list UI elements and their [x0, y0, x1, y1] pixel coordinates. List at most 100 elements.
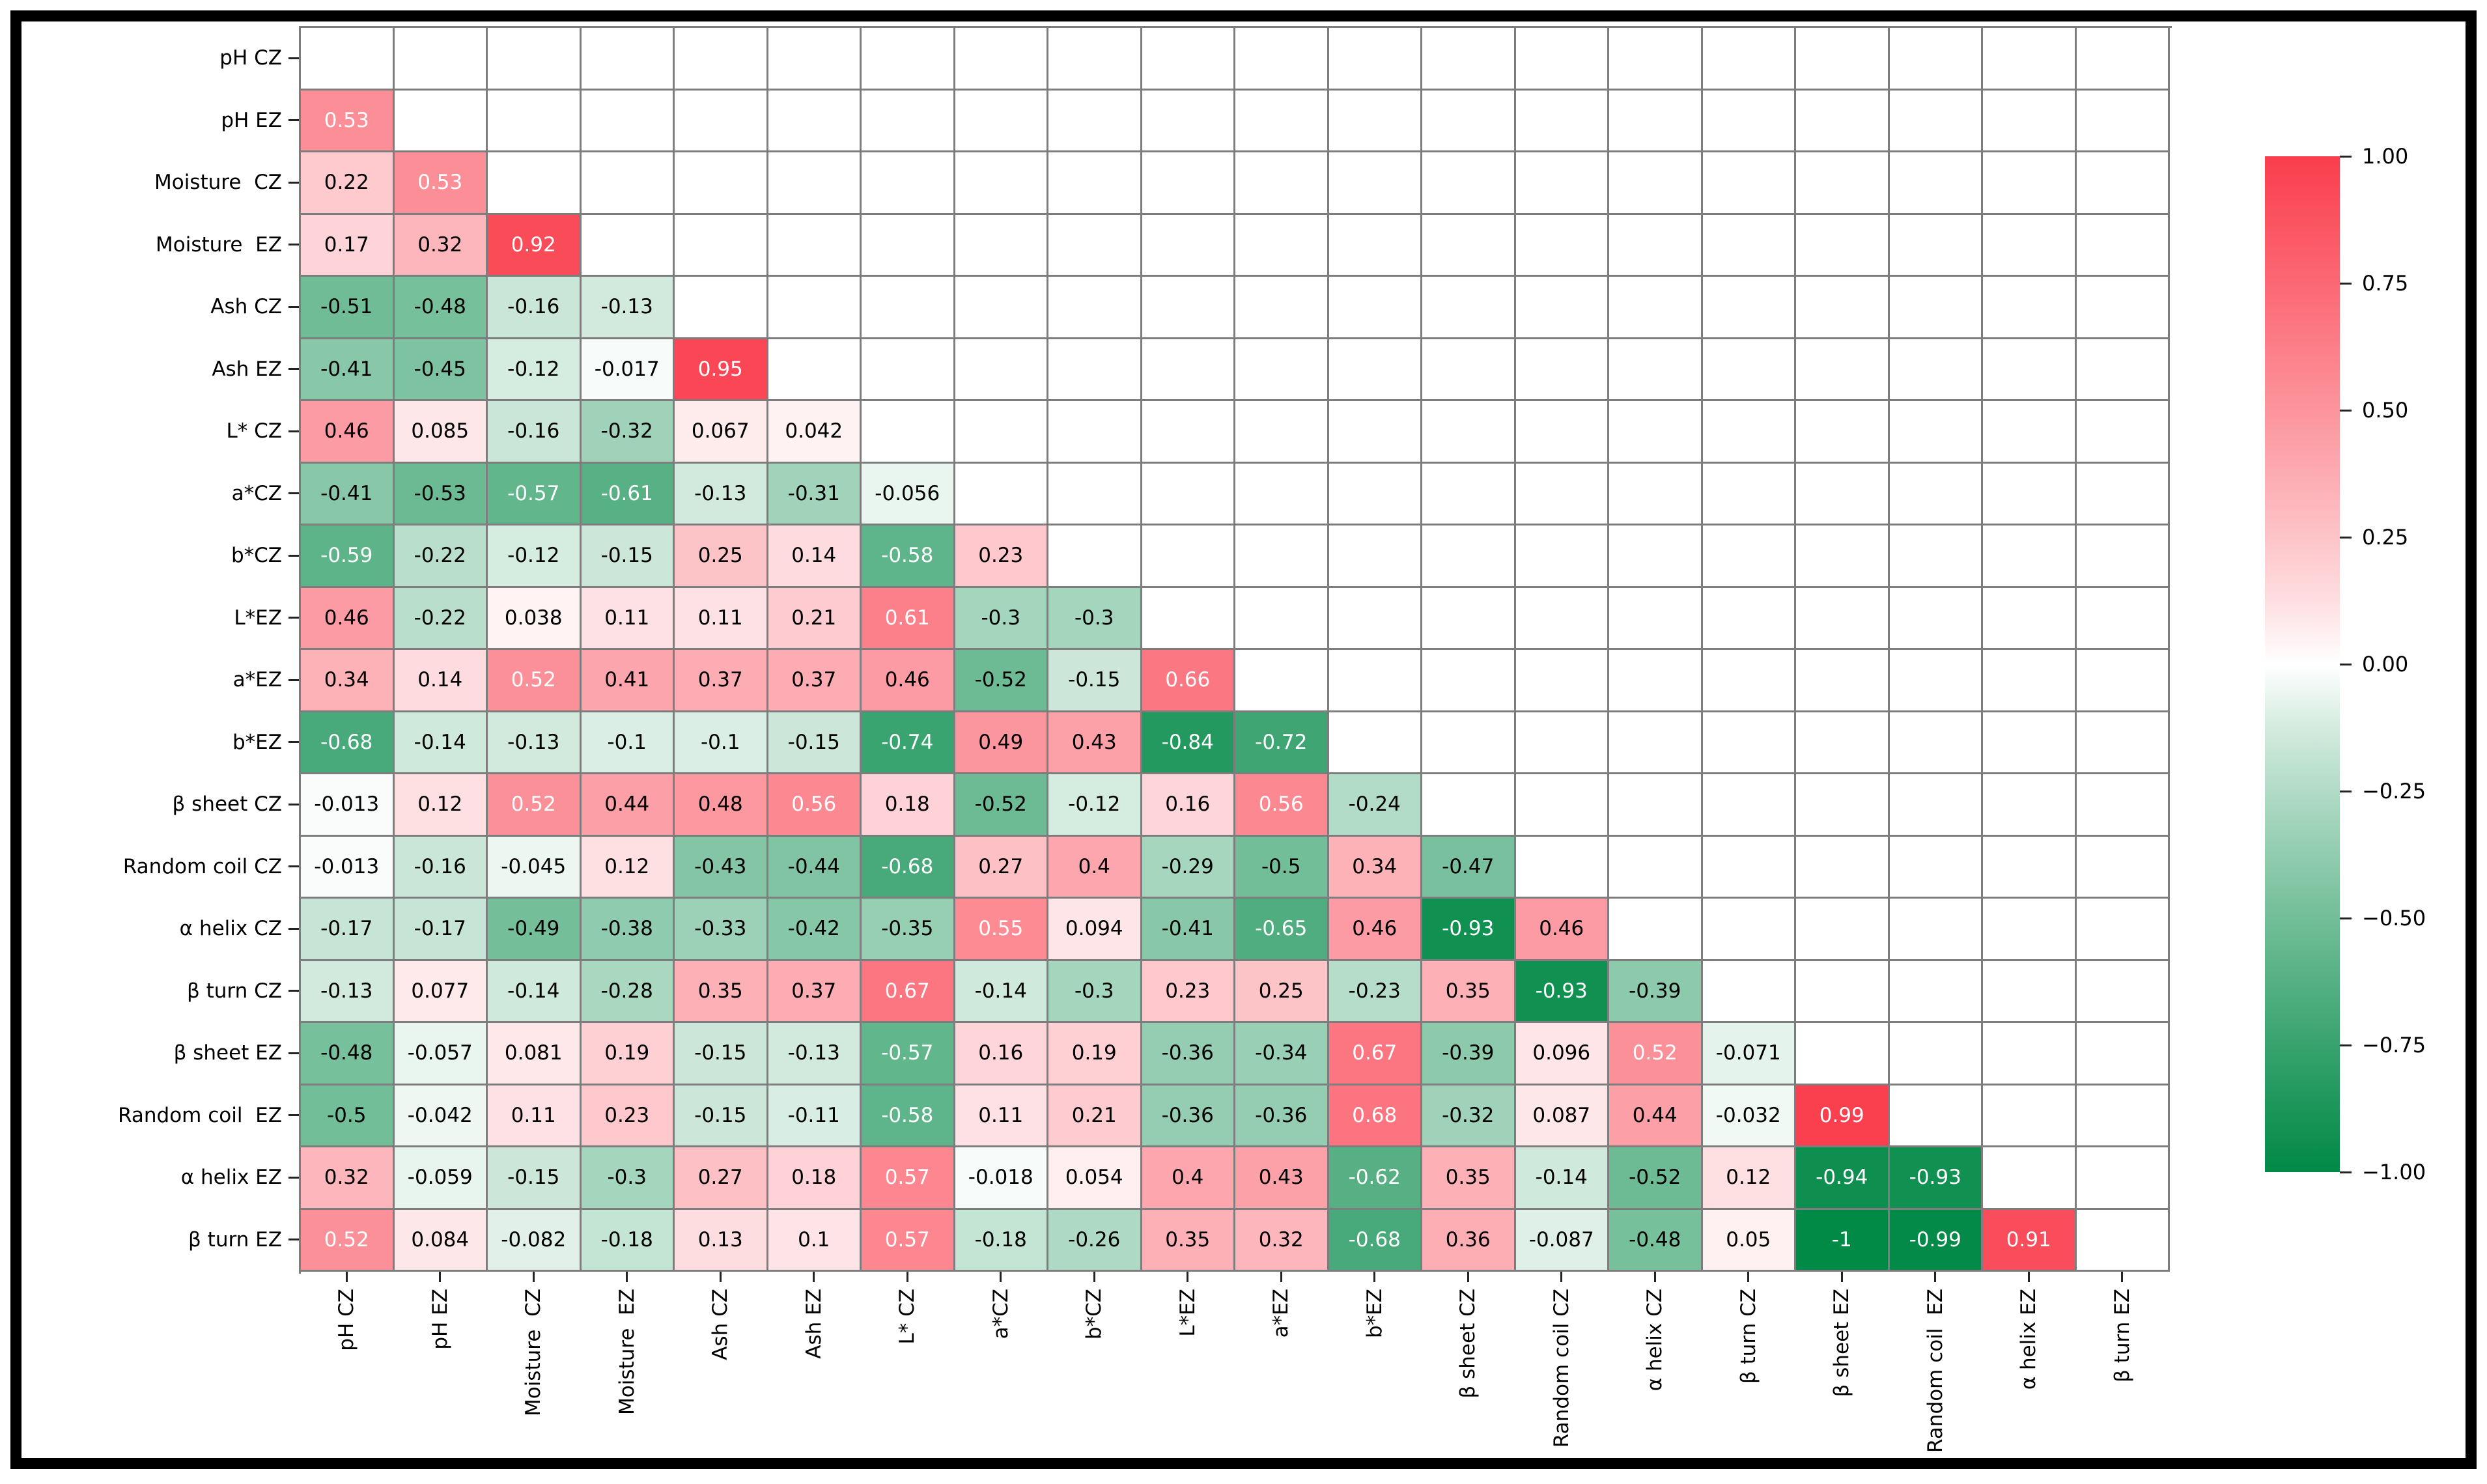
colorbar-tick [2340, 1171, 2352, 1173]
x-axis-label: β sheet EZ [1830, 1289, 1854, 1397]
heatmap-cell [1235, 214, 1329, 277]
heatmap-cell [1328, 650, 1422, 712]
heatmap-cell [1889, 401, 1983, 464]
colorbar-tick-label: −1.00 [2362, 1160, 2426, 1184]
heatmap-cell: 0.27 [675, 1147, 768, 1210]
heatmap-cell: -0.013 [301, 836, 395, 899]
x-axis-tick [532, 1272, 535, 1282]
heatmap-cell: 0.054 [1048, 1147, 1142, 1210]
heatmap-cell [1889, 214, 1983, 277]
colorbar-tick [2340, 917, 2352, 919]
heatmap-cell: 0.61 [862, 587, 955, 650]
heatmap-cell [1609, 774, 1703, 837]
heatmap-cell [1048, 401, 1142, 464]
heatmap-cell: -0.49 [488, 899, 582, 961]
heatmap-cell [1796, 1023, 1890, 1085]
heatmap-cell [1515, 277, 1609, 339]
heatmap-cell: 0.52 [488, 650, 582, 712]
x-axis-tick [1093, 1272, 1095, 1282]
heatmap-cell [1048, 525, 1142, 588]
heatmap-cell: -0.057 [394, 1023, 488, 1085]
heatmap-cell: 0.19 [581, 1023, 675, 1085]
heatmap-cell: 0.21 [768, 587, 862, 650]
heatmap-cell: -0.045 [488, 836, 582, 899]
heatmap-cell [1983, 650, 2077, 712]
heatmap-cell: -0.1 [675, 712, 768, 774]
heatmap-cell: -0.5 [301, 1085, 395, 1147]
heatmap-cell [1142, 463, 1235, 525]
y-axis-tick [288, 1052, 299, 1054]
x-axis-tick [439, 1272, 442, 1282]
heatmap-cell [2076, 650, 2170, 712]
heatmap-cell: -0.94 [1796, 1147, 1890, 1210]
heatmap-cell [1422, 28, 1516, 91]
heatmap-cell [955, 90, 1048, 152]
heatmap-cell [1048, 463, 1142, 525]
heatmap-cell [1702, 650, 1796, 712]
heatmap-cell: -0.15 [675, 1085, 768, 1147]
heatmap-cell: 0.43 [1235, 1147, 1329, 1210]
heatmap-cell: 0.32 [394, 214, 488, 277]
heatmap-cell [1702, 587, 1796, 650]
heatmap-cell [2076, 525, 2170, 588]
heatmap-cell: 0.4 [1142, 1147, 1235, 1210]
heatmap-cell [1235, 339, 1329, 401]
heatmap-cell [862, 339, 955, 401]
heatmap-cell: 0.34 [1328, 836, 1422, 899]
heatmap-cell: 0.46 [301, 587, 395, 650]
heatmap-cell: 0.27 [955, 836, 1048, 899]
heatmap-cell: -0.013 [301, 774, 395, 837]
heatmap-cell: 0.92 [488, 214, 582, 277]
heatmap-cell: -0.41 [301, 463, 395, 525]
heatmap-cell: 0.18 [862, 774, 955, 837]
heatmap-cell: -0.23 [1328, 960, 1422, 1023]
y-axis-tick [288, 1239, 299, 1241]
heatmap-cell: 0.042 [768, 401, 862, 464]
heatmap-cell: 0.11 [675, 587, 768, 650]
heatmap-cell: 0.52 [488, 774, 582, 837]
heatmap-cell: 0.67 [1328, 1023, 1422, 1085]
heatmap-cell [2076, 1209, 2170, 1272]
y-axis-tick [288, 990, 299, 992]
heatmap-cell [394, 90, 488, 152]
heatmap-cell: -0.68 [301, 712, 395, 774]
x-axis-label: β turn EZ [2110, 1289, 2134, 1382]
heatmap-cell: 0.16 [1142, 774, 1235, 837]
heatmap-cell: 0.4 [1048, 836, 1142, 899]
heatmap-cell [1515, 525, 1609, 588]
x-axis-tick [719, 1272, 722, 1282]
heatmap-cell: 0.91 [1983, 1209, 2077, 1272]
heatmap-cell [1983, 525, 2077, 588]
heatmap-cell: 0.46 [1515, 899, 1609, 961]
heatmap-cell [1328, 214, 1422, 277]
heatmap-cell [1983, 214, 2077, 277]
heatmap-cell [2076, 90, 2170, 152]
heatmap-cell: 0.53 [394, 152, 488, 215]
heatmap-cell [1796, 836, 1890, 899]
heatmap-cell: -0.32 [581, 401, 675, 464]
heatmap-cell: -0.45 [394, 339, 488, 401]
heatmap-cell: 0.41 [581, 650, 675, 712]
heatmap-cell: -0.31 [768, 463, 862, 525]
x-axis-tick [1467, 1272, 1469, 1282]
heatmap-cell [1796, 774, 1890, 837]
heatmap-cell [2076, 463, 2170, 525]
heatmap-cell [581, 214, 675, 277]
heatmap-cell: -0.3 [581, 1147, 675, 1210]
heatmap-cell [1328, 525, 1422, 588]
colorbar-tick [2340, 155, 2352, 158]
heatmap-cell: 0.35 [1422, 960, 1516, 1023]
heatmap-cell [1702, 277, 1796, 339]
heatmap-cell: 0.32 [1235, 1209, 1329, 1272]
heatmap-cell: 0.43 [1048, 712, 1142, 774]
heatmap-cell [1983, 152, 2077, 215]
heatmap-cell: -0.032 [1702, 1085, 1796, 1147]
heatmap-cell [1235, 152, 1329, 215]
heatmap-cell: -0.28 [581, 960, 675, 1023]
heatmap-cell [1515, 90, 1609, 152]
y-axis-tick [288, 741, 299, 744]
y-axis-label: pH EZ [221, 108, 282, 132]
heatmap-cell: 0.49 [955, 712, 1048, 774]
heatmap-cell: 0.1 [768, 1209, 862, 1272]
y-axis-label: Moisture CZ [154, 171, 282, 195]
